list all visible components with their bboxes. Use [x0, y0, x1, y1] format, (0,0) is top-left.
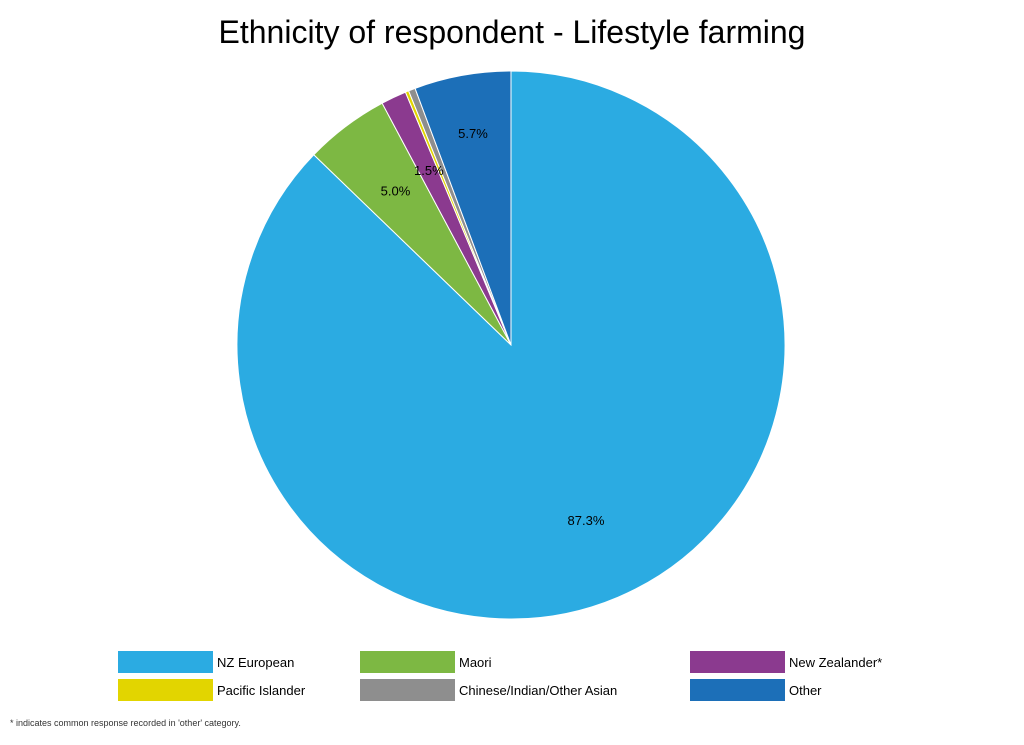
- chart-title: Ethnicity of respondent - Lifestyle farm…: [218, 14, 806, 50]
- data-label: 1.5%: [414, 163, 444, 178]
- data-label: 5.7%: [458, 126, 488, 141]
- pie-slice-other: [414, 70, 512, 346]
- data-label: 87.3%: [568, 513, 605, 528]
- footnote: * indicates common response recorded in …: [10, 718, 241, 728]
- data-label: 5.0%: [381, 183, 411, 198]
